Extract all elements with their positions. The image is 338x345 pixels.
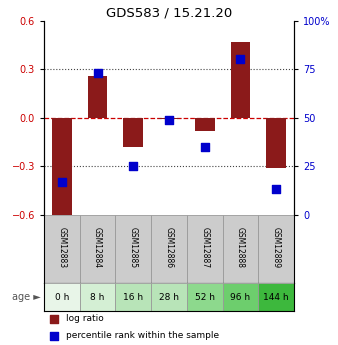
Bar (223, 215, 258, 283)
Text: 52 h: 52 h (195, 293, 215, 302)
Text: age ►: age ► (12, 293, 41, 303)
Title: GDS583 / 15.21.20: GDS583 / 15.21.20 (106, 7, 232, 20)
Point (51, 316, 57, 322)
Text: 16 h: 16 h (123, 293, 143, 302)
Text: GSM12888: GSM12888 (236, 227, 245, 268)
Text: GSM12889: GSM12889 (272, 227, 281, 268)
Bar (159, 118, 179, 119)
Bar (231, 42, 250, 118)
Text: log ratio: log ratio (67, 314, 104, 324)
Bar (44, 215, 80, 283)
Bar (258, 215, 294, 283)
Point (59, 179, 65, 184)
Text: GSM12887: GSM12887 (200, 227, 209, 268)
Point (273, 187, 279, 192)
Bar (80, 283, 115, 312)
Bar (115, 215, 151, 283)
Text: 96 h: 96 h (231, 293, 250, 302)
Bar (151, 215, 187, 283)
Bar (123, 118, 143, 147)
Text: 0 h: 0 h (55, 293, 69, 302)
Text: 8 h: 8 h (90, 293, 105, 302)
Bar (52, 118, 72, 218)
Bar (80, 215, 115, 283)
Bar (44, 283, 80, 312)
Text: GSM12883: GSM12883 (57, 227, 66, 268)
Point (130, 163, 136, 169)
Bar (187, 215, 223, 283)
Bar (266, 118, 286, 168)
Bar (258, 283, 294, 312)
Text: percentile rank within the sample: percentile rank within the sample (67, 331, 220, 340)
Bar (88, 76, 107, 118)
Point (238, 57, 243, 62)
Point (51, 333, 57, 338)
Point (95, 70, 100, 76)
Bar (115, 283, 151, 312)
Text: GSM12885: GSM12885 (129, 227, 138, 268)
Point (202, 144, 208, 149)
Bar (223, 283, 258, 312)
Bar (195, 118, 215, 130)
Bar (151, 283, 187, 312)
Text: GSM12884: GSM12884 (93, 227, 102, 268)
Text: 144 h: 144 h (263, 293, 289, 302)
Bar (187, 283, 223, 312)
Point (166, 117, 172, 122)
Text: 28 h: 28 h (159, 293, 179, 302)
Text: GSM12886: GSM12886 (165, 227, 173, 268)
